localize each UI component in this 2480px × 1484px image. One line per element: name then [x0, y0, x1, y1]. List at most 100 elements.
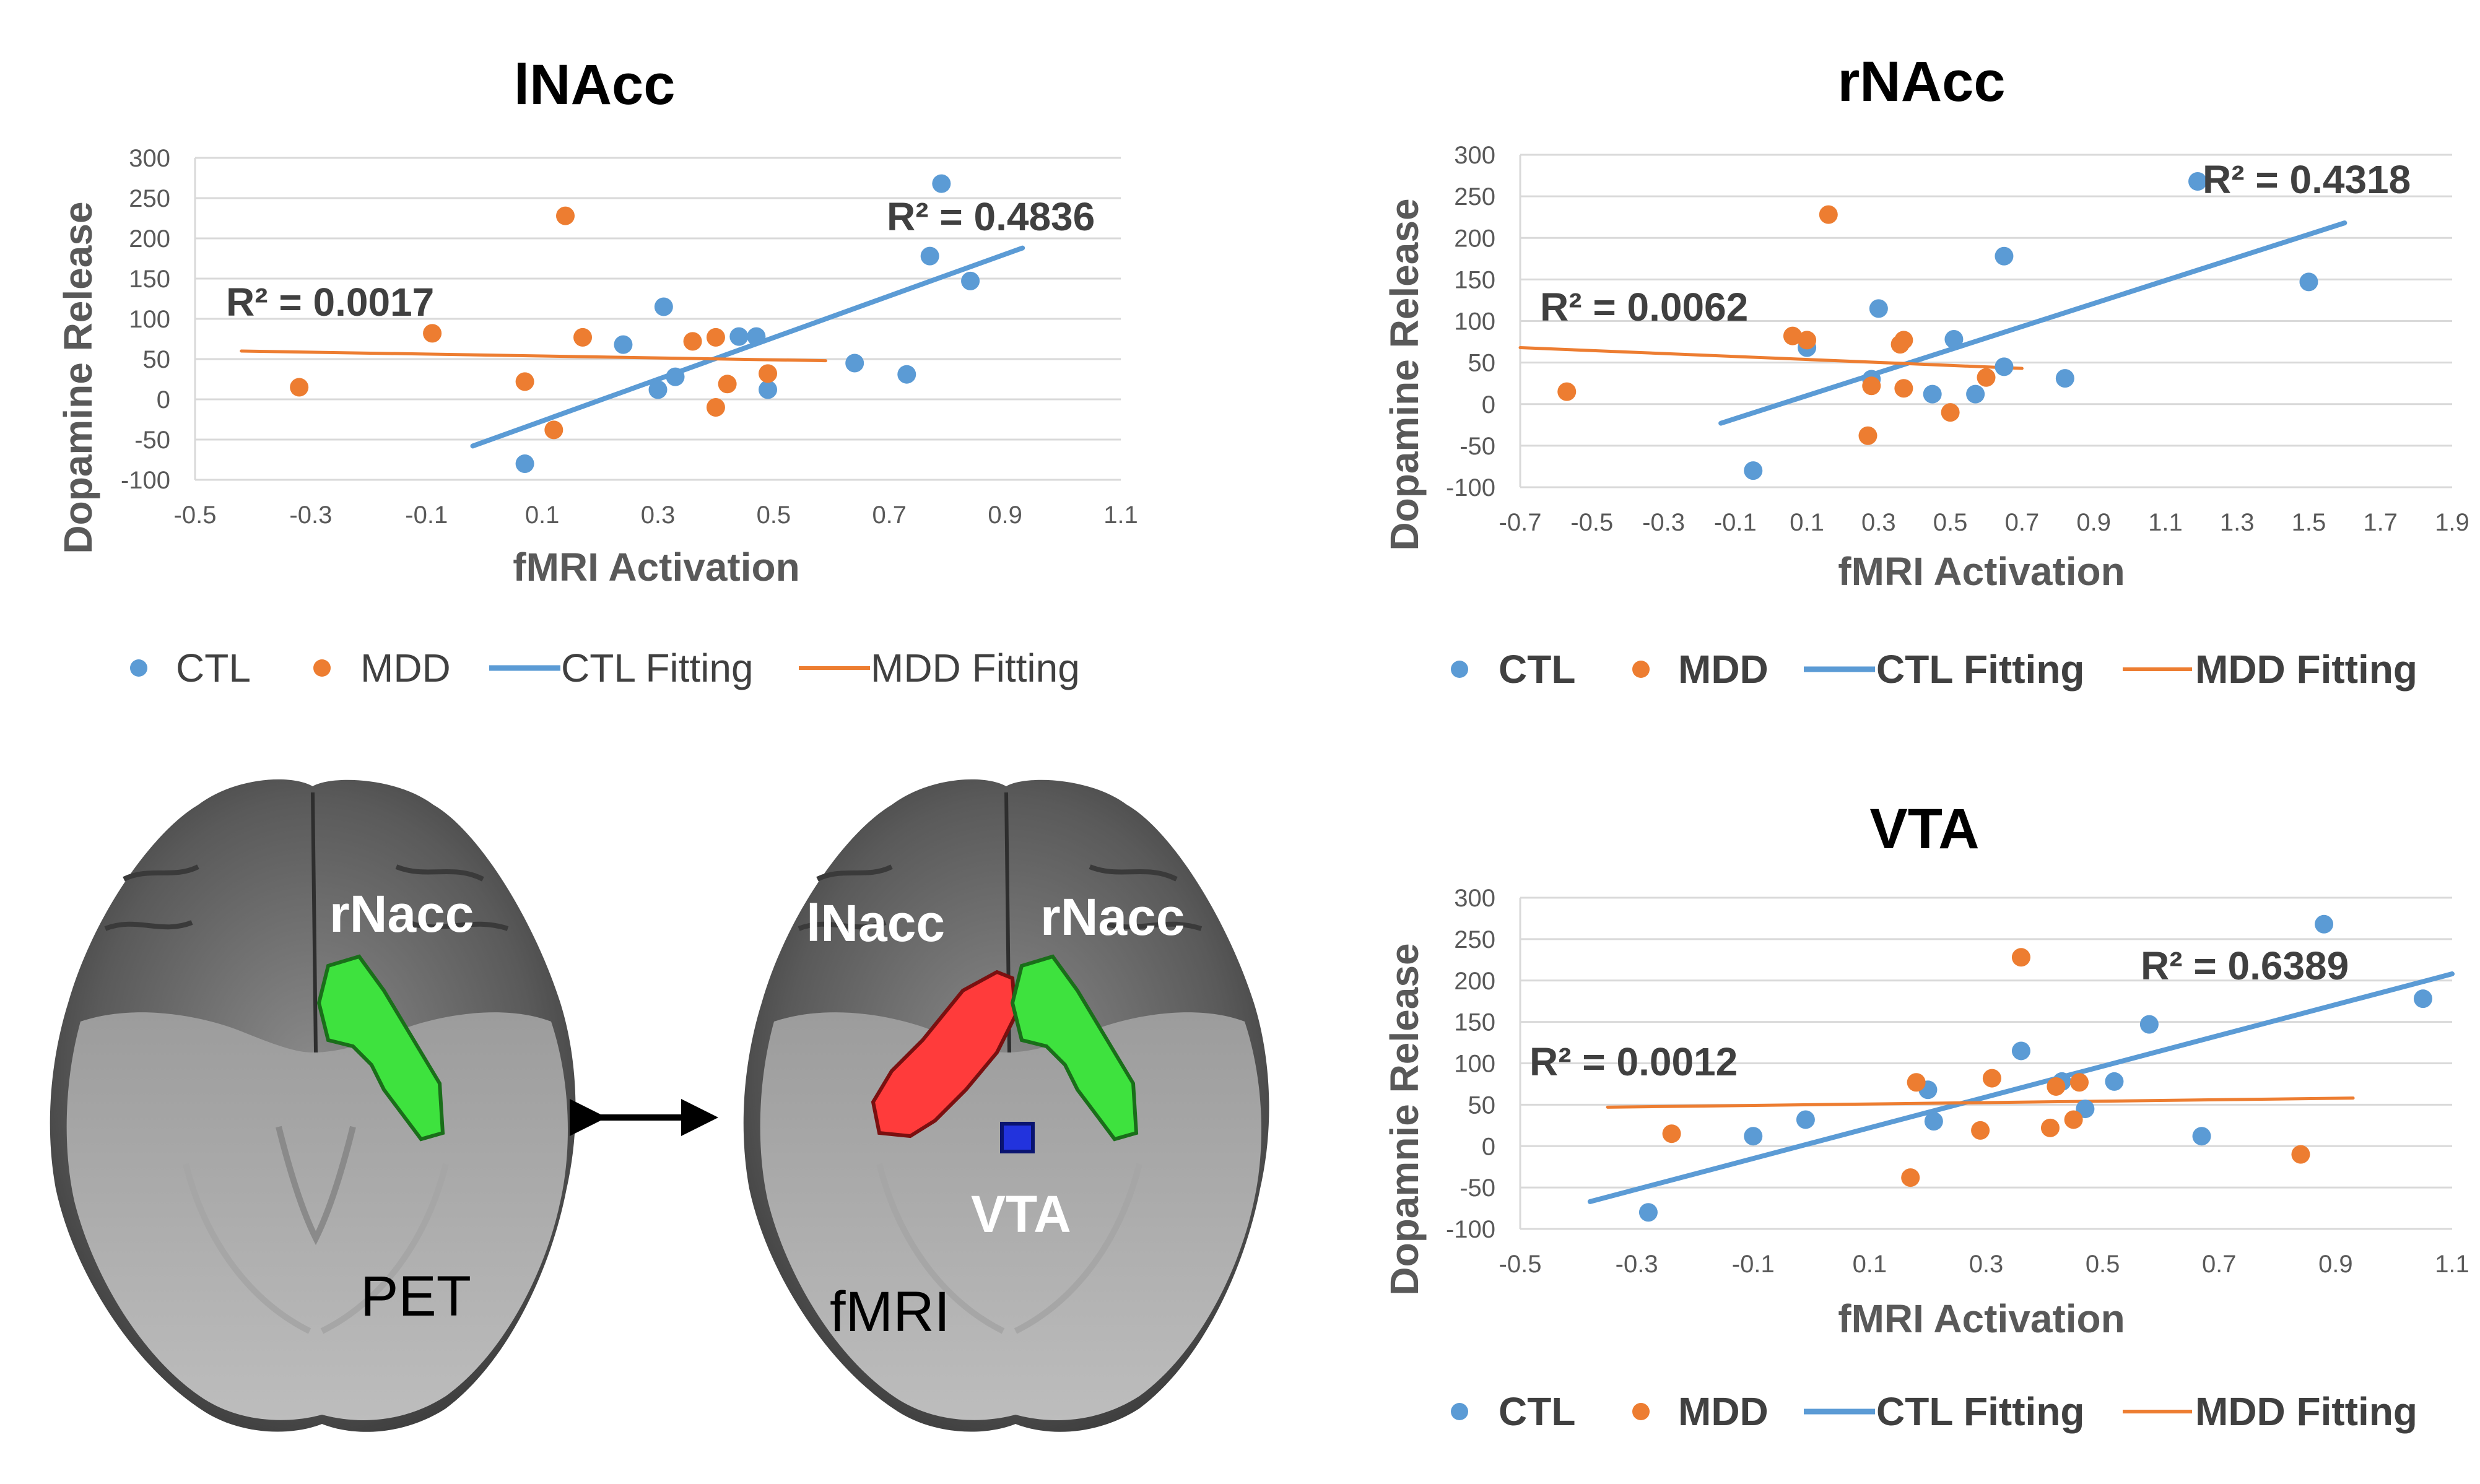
y-tick-labels: -100 -50 0 50 100 150 200 250 300	[1446, 142, 1495, 501]
x-tick-label: 1.7	[2363, 509, 2398, 536]
y-tick-label: 250	[1454, 183, 1495, 210]
ctl-point	[1638, 1203, 1658, 1222]
fmri-vta-label: VTA	[971, 1185, 1071, 1243]
y-tick-label: 0	[157, 386, 170, 414]
mdd-point	[1977, 368, 1996, 387]
chart-title: VTA	[1869, 797, 1979, 861]
y-tick-label: 100	[129, 306, 170, 333]
mdd-point	[2011, 948, 2030, 967]
ctl-point	[2105, 1072, 2124, 1091]
x-tick-label: 0.3	[1969, 1251, 2004, 1278]
x-tick-label: 0.1	[1853, 1251, 1887, 1278]
chart-title: rNAcc	[1837, 50, 2005, 113]
x-tick-label: 0.5	[2086, 1251, 2120, 1278]
mdd-point	[1982, 1069, 2001, 1088]
r2-ctl-label: R² = 0.6389	[2141, 944, 2349, 988]
chart-lnacc: lNAcc -100 -50 0 50 100 150 200 250 300 -0.5 -0.3…	[56, 53, 1138, 690]
ctl-point	[2188, 171, 2208, 191]
brain-fmri: lNacc rNacc VTA fMRI	[743, 779, 1269, 1432]
legend-mdd-marker	[1632, 1403, 1650, 1420]
x-tick-label: -0.5	[1499, 1251, 1542, 1278]
data-marks	[1587, 914, 2455, 1222]
ctl-point	[2139, 1015, 2159, 1034]
r2-mdd-label: R² = 0.0062	[1540, 285, 1748, 329]
rnacc-region-fmri	[1010, 954, 1139, 1142]
legend-ctl-label: CTL	[1499, 1389, 1575, 1434]
mdd-point	[290, 378, 309, 397]
lnacc-region-fmri	[871, 970, 1018, 1139]
ctl-point	[961, 271, 980, 290]
ctl-point	[654, 297, 673, 316]
x-axis-label: fMRI Activation	[1838, 549, 2125, 594]
ctl-point	[2076, 1100, 2095, 1119]
r2-ctl-label: R² = 0.4836	[887, 194, 1095, 239]
x-tick-label: 0.7	[2005, 509, 2040, 536]
fmri-rnacc-label: rNacc	[1040, 888, 1185, 946]
ctl-point	[666, 367, 685, 386]
fmri-modality-label: fMRI	[830, 1280, 950, 1343]
ctl-point	[2315, 914, 2334, 934]
legend-mdd-fit-label: MDD Fitting	[871, 646, 1080, 690]
x-tick-label: 0.7	[2202, 1251, 2237, 1278]
x-tick-label: 0.1	[1790, 509, 1824, 536]
x-tick-label: -0.3	[289, 501, 332, 529]
mdd-point	[759, 364, 778, 383]
y-tick-label: 0	[1482, 391, 1495, 419]
x-tick-label: 0.3	[1861, 509, 1896, 536]
mdd-point	[1894, 379, 1913, 398]
mdd-point	[1557, 382, 1577, 401]
mdd-point	[2040, 1118, 2060, 1137]
x-tick-labels: -0.5 -0.3 -0.1 0.1 0.3 0.5 0.7 0.9 1.1	[1499, 1251, 2469, 1278]
x-tick-label: -0.3	[1642, 509, 1685, 536]
y-tick-label: -100	[1446, 474, 1495, 501]
legend-mdd-label: MDD	[1678, 1389, 1769, 1434]
ctl-fit-line	[470, 245, 1025, 449]
mdd-point	[1894, 331, 1913, 350]
pet-rnacc-label: rNacc	[329, 885, 474, 943]
x-tick-label: 1.1	[2435, 1251, 2469, 1278]
legend-mdd-fit-label: MDD Fitting	[2195, 1389, 2417, 1434]
mdd-point	[683, 332, 702, 351]
legend-ctl-label: CTL	[1499, 647, 1575, 692]
y-tick-label: 50	[1468, 350, 1496, 377]
y-axis-label: Dopamine Release	[1382, 198, 1427, 550]
ctl-point	[2011, 1041, 2030, 1061]
mdd-point	[1907, 1073, 1926, 1092]
data-marks	[1518, 171, 2347, 480]
y-tick-label: -100	[1446, 1216, 1495, 1243]
r2-mdd-label: R² = 0.0012	[1529, 1039, 1738, 1084]
x-tick-label: -0.5	[1570, 509, 1613, 536]
x-tick-label: -0.1	[1732, 1251, 1775, 1278]
x-tick-label: 0.5	[757, 501, 791, 529]
legend-ctl-marker	[1451, 1403, 1468, 1420]
x-tick-label: 1.1	[1103, 501, 1138, 529]
mdd-fit-line	[1518, 345, 2024, 370]
y-axis-label: Dopamnie Release	[1382, 943, 1427, 1295]
x-tick-label: -0.7	[1499, 509, 1542, 536]
mdd-point	[573, 328, 593, 347]
legend-ctl-marker	[1451, 661, 1468, 678]
mdd-point	[2070, 1073, 2089, 1092]
y-tick-label: 150	[129, 266, 170, 293]
y-tick-label: 100	[1454, 308, 1495, 336]
gridlines	[1519, 896, 2452, 1230]
ctl-point	[1924, 1112, 1943, 1131]
mdd-point	[706, 328, 725, 347]
x-axis-label: fMRI Activation	[513, 545, 799, 589]
gridlines	[194, 157, 1121, 481]
mdd-point	[1862, 376, 1881, 396]
pet-modality-label: PET	[360, 1265, 471, 1328]
mdd-point	[1941, 403, 1960, 422]
ctl-point	[845, 354, 864, 373]
y-tick-label: 50	[1468, 1091, 1496, 1119]
legend-mdd-label: MDD	[360, 646, 451, 690]
y-tick-label: 200	[1454, 968, 1495, 995]
y-tick-label: 250	[129, 185, 170, 212]
mdd-point	[1901, 1168, 1920, 1187]
r2-ctl-label: R² = 0.4318	[2203, 157, 2411, 202]
y-tick-label: -50	[1460, 433, 1495, 460]
mdd-point	[544, 420, 563, 440]
y-tick-label: 200	[1454, 225, 1495, 252]
mdd-point	[718, 375, 737, 394]
